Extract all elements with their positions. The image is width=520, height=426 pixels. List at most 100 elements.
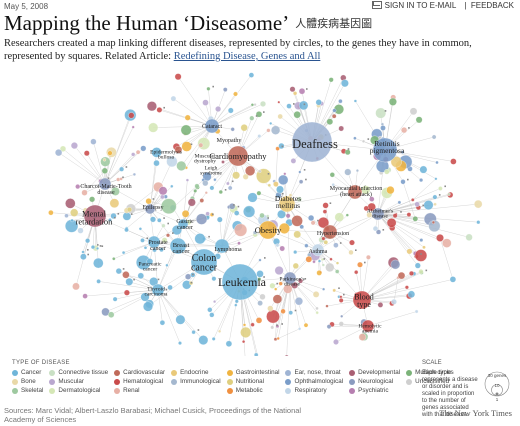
disease-node[interactable] bbox=[107, 150, 113, 156]
disease-node[interactable] bbox=[292, 262, 299, 269]
disease-node[interactable] bbox=[205, 211, 210, 216]
disease-node[interactable] bbox=[274, 287, 278, 291]
disease-node[interactable] bbox=[358, 333, 367, 341]
disease-node[interactable] bbox=[298, 170, 302, 174]
disease-node[interactable] bbox=[344, 149, 351, 156]
feedback-link[interactable]: | FEEDBACK bbox=[464, 1, 514, 10]
disease-node[interactable] bbox=[121, 250, 126, 255]
disease-node[interactable] bbox=[338, 125, 344, 132]
disease-node[interactable] bbox=[298, 327, 302, 331]
disease-node[interactable] bbox=[331, 183, 335, 187]
disease-node[interactable] bbox=[377, 302, 384, 308]
disease-node[interactable] bbox=[447, 192, 451, 196]
disease-node[interactable] bbox=[226, 181, 230, 186]
disease-node[interactable] bbox=[418, 269, 424, 275]
disease-node[interactable] bbox=[196, 213, 208, 225]
disease-node[interactable] bbox=[122, 271, 130, 279]
disease-node[interactable] bbox=[266, 214, 270, 218]
disease-node[interactable] bbox=[272, 294, 283, 304]
disease-node[interactable] bbox=[406, 212, 412, 217]
related-article-link[interactable]: Redefining Disease, Genes and All bbox=[173, 51, 321, 62]
disease-node[interactable] bbox=[465, 233, 473, 241]
disease-node[interactable] bbox=[126, 207, 133, 213]
disease-hub-node[interactable] bbox=[372, 137, 398, 163]
disease-node[interactable] bbox=[227, 107, 234, 114]
disease-node[interactable] bbox=[326, 324, 332, 329]
disease-node[interactable] bbox=[48, 210, 54, 216]
disease-hub-node[interactable] bbox=[258, 220, 278, 240]
disease-node[interactable] bbox=[293, 250, 298, 255]
disease-node[interactable] bbox=[70, 208, 79, 217]
disease-node[interactable] bbox=[279, 245, 285, 252]
disease-node[interactable] bbox=[267, 305, 274, 312]
disease-node[interactable] bbox=[242, 323, 247, 327]
disease-node[interactable] bbox=[131, 152, 136, 157]
disease-node[interactable] bbox=[388, 97, 397, 106]
disease-node[interactable] bbox=[176, 160, 187, 171]
disease-node[interactable] bbox=[329, 257, 333, 261]
disease-node[interactable] bbox=[175, 314, 186, 325]
disease-node[interactable] bbox=[90, 245, 96, 250]
disease-node[interactable] bbox=[218, 329, 222, 333]
disease-node[interactable] bbox=[143, 301, 153, 312]
disease-node[interactable] bbox=[328, 77, 334, 83]
disease-node[interactable] bbox=[252, 230, 258, 235]
disease-node[interactable] bbox=[124, 227, 129, 233]
disease-node[interactable] bbox=[221, 160, 225, 164]
disease-node[interactable] bbox=[375, 229, 382, 235]
disease-node[interactable] bbox=[161, 198, 177, 214]
disease-node[interactable] bbox=[286, 103, 292, 109]
disease-node[interactable] bbox=[363, 205, 369, 212]
disease-node[interactable] bbox=[392, 213, 398, 219]
disease-node[interactable] bbox=[329, 172, 335, 178]
disease-node[interactable] bbox=[271, 125, 281, 135]
disease-node[interactable] bbox=[384, 169, 390, 175]
disease-node[interactable] bbox=[165, 263, 169, 267]
disease-node[interactable] bbox=[215, 106, 222, 112]
disease-node[interactable] bbox=[170, 95, 177, 102]
disease-node[interactable] bbox=[171, 225, 182, 236]
disease-node[interactable] bbox=[269, 282, 276, 289]
disease-node[interactable] bbox=[344, 168, 352, 176]
disease-node[interactable] bbox=[353, 136, 357, 140]
disease-node[interactable] bbox=[256, 270, 264, 278]
disease-node[interactable] bbox=[240, 326, 252, 338]
disease-node[interactable] bbox=[145, 198, 152, 205]
disease-node[interactable] bbox=[278, 142, 285, 150]
disease-node[interactable] bbox=[258, 169, 262, 173]
disease-node[interactable] bbox=[391, 298, 397, 305]
disease-node[interactable] bbox=[158, 186, 168, 196]
disease-node[interactable] bbox=[211, 337, 216, 341]
disease-node[interactable] bbox=[194, 183, 200, 189]
disease-hub-node[interactable] bbox=[214, 238, 230, 254]
disease-node[interactable] bbox=[290, 158, 297, 164]
disease-node[interactable] bbox=[285, 213, 291, 219]
disease-node[interactable] bbox=[159, 247, 164, 253]
disease-node[interactable] bbox=[247, 192, 258, 203]
disease-node[interactable] bbox=[85, 238, 91, 244]
disease-hub-node[interactable] bbox=[204, 118, 220, 134]
disease-hub-node[interactable] bbox=[144, 203, 156, 215]
disease-node[interactable] bbox=[372, 225, 379, 232]
disease-node[interactable] bbox=[240, 124, 248, 132]
disease-node[interactable] bbox=[81, 189, 88, 196]
disease-node[interactable] bbox=[75, 184, 81, 190]
disease-node[interactable] bbox=[89, 196, 96, 203]
disease-node[interactable] bbox=[386, 186, 395, 195]
disease-node[interactable] bbox=[333, 339, 339, 345]
disease-hub-node[interactable] bbox=[322, 224, 338, 240]
disease-node[interactable] bbox=[419, 178, 424, 183]
disease-node[interactable] bbox=[414, 262, 421, 269]
disease-node[interactable] bbox=[211, 276, 217, 282]
disease-node[interactable] bbox=[80, 253, 87, 260]
disease-node[interactable] bbox=[333, 242, 339, 248]
disease-node[interactable] bbox=[401, 127, 408, 134]
disease-node[interactable] bbox=[404, 285, 409, 290]
disease-node[interactable] bbox=[354, 270, 359, 275]
disease-node[interactable] bbox=[474, 199, 483, 209]
disease-node[interactable] bbox=[298, 179, 304, 184]
disease-node[interactable] bbox=[82, 293, 88, 299]
disease-node[interactable] bbox=[253, 103, 257, 107]
disease-node[interactable] bbox=[419, 238, 424, 242]
disease-hub-node[interactable] bbox=[291, 121, 333, 163]
